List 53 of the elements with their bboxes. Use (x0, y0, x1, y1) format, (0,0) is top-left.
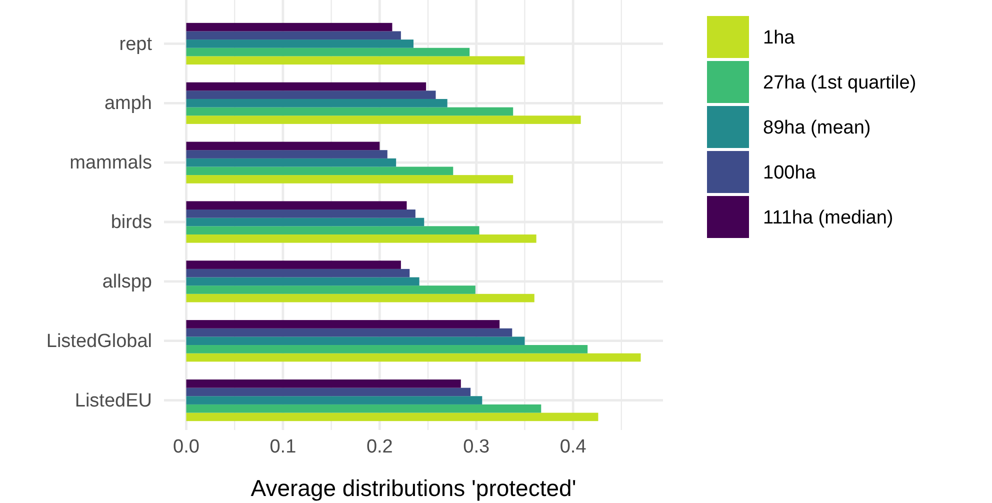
y-tick-label: ListedGlobal (46, 330, 152, 352)
bar (186, 166, 454, 176)
bar (186, 379, 461, 388)
bar (186, 40, 414, 48)
bar (186, 353, 641, 362)
legend-label: 1ha (763, 28, 796, 49)
bar (186, 268, 410, 278)
x-axis-title: Average distributions 'protected' (250, 475, 576, 501)
bar (186, 286, 476, 294)
x-tick-label: 0.3 (463, 436, 490, 458)
bar (186, 82, 426, 91)
bar (186, 388, 471, 396)
bar (186, 404, 542, 413)
bar (186, 320, 500, 328)
bar (186, 56, 525, 65)
y-tick-label: ListedEU (74, 390, 152, 412)
bar (186, 277, 420, 286)
bar (186, 328, 512, 337)
bar (186, 31, 401, 40)
legend-label: 27ha (1st quartile) (763, 72, 916, 94)
bar (186, 201, 407, 210)
bar (186, 294, 534, 302)
bar (186, 22, 392, 32)
bar (186, 158, 396, 167)
bar (186, 210, 416, 218)
x-tick-label: 0.1 (270, 436, 296, 458)
y-tick-label: mammals (70, 152, 152, 174)
x-tick-label: 0.0 (173, 436, 200, 458)
bar (186, 336, 525, 346)
y-tick-label: birds (110, 212, 152, 234)
bar (186, 218, 424, 226)
bar (186, 48, 470, 56)
bar (186, 98, 448, 108)
legend-label: 100ha (763, 162, 816, 184)
bar (186, 142, 380, 150)
bar (186, 150, 388, 158)
bar (186, 226, 480, 234)
y-tick-label: allspp (102, 272, 152, 293)
legend-label: 111ha (median) (763, 208, 894, 229)
bar (186, 412, 598, 422)
bar (186, 116, 581, 124)
bar (186, 260, 401, 269)
y-tick-label: rept (119, 34, 153, 55)
bar (186, 175, 514, 184)
bar (186, 345, 588, 354)
bar (186, 107, 514, 116)
x-tick-label: 0.2 (366, 436, 393, 458)
bar (186, 396, 482, 404)
x-tick-label: 0.4 (560, 436, 587, 458)
bar (186, 234, 536, 243)
y-tick-label: amph (104, 93, 152, 114)
bar (186, 90, 436, 99)
legend-label: 89ha (mean) (763, 118, 871, 139)
